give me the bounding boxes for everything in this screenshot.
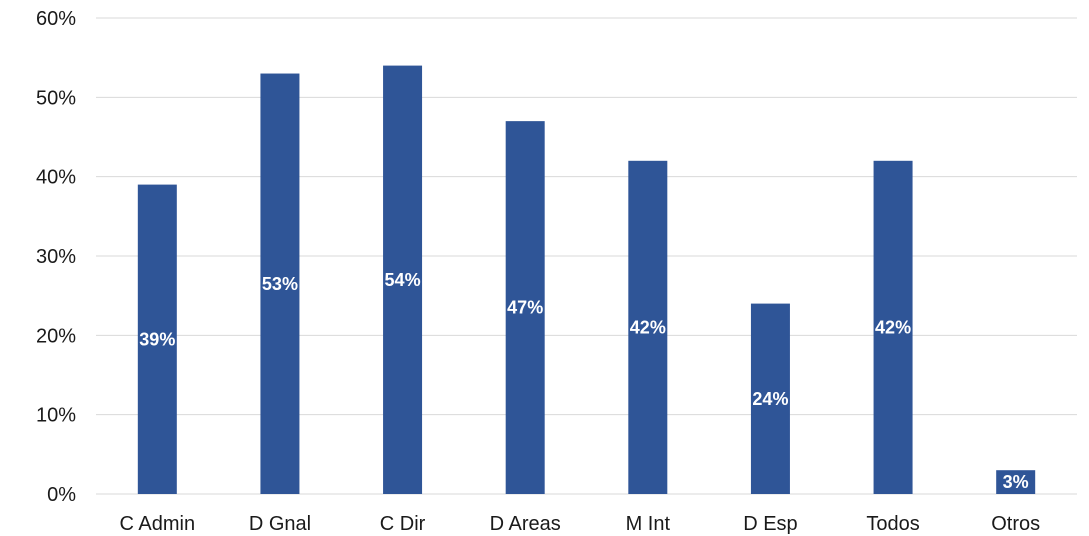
x-category-label: C Admin: [120, 513, 196, 535]
x-axis-categories: C Admin D Gnal C Dir D Areas M Int D Esp Todos…: [120, 513, 1041, 535]
y-tick-label: 60%: [36, 8, 76, 30]
bar-c-dir: [383, 65, 423, 494]
bar-otros: [996, 470, 1036, 494]
y-tick-label: 20%: [36, 325, 76, 347]
bars: [137, 65, 1036, 495]
bar-m-int: [628, 160, 668, 495]
data-label: 47%: [507, 298, 543, 318]
bar-d-areas: [505, 121, 545, 494]
data-label: 54%: [385, 270, 421, 290]
data-label: 39%: [139, 329, 175, 349]
data-labels: 39% 53% 54% 47% 42% 24% 42% 3%: [139, 270, 1028, 492]
data-label: 3%: [1003, 472, 1029, 492]
bar-todos: [873, 160, 913, 495]
x-category-label: C Dir: [380, 513, 426, 535]
bar-d-gnal: [260, 73, 300, 495]
x-category-label: Todos: [866, 513, 919, 535]
bar-d-esp: [750, 303, 790, 494]
y-axis-ticks: 0% 10% 20% 30% 40% 50% 60%: [36, 8, 76, 506]
x-category-label: D Areas: [490, 513, 561, 535]
data-label: 42%: [630, 317, 666, 337]
bar-c-admin: [137, 184, 177, 494]
x-category-label: D Gnal: [249, 513, 311, 535]
y-tick-label: 40%: [36, 167, 76, 189]
x-category-label: Otros: [991, 513, 1040, 535]
data-label: 53%: [262, 274, 298, 294]
gridlines: [96, 17, 1077, 495]
y-tick-label: 10%: [36, 405, 76, 427]
y-tick-label: 0%: [47, 484, 76, 506]
data-label: 24%: [752, 389, 788, 409]
y-tick-label: 30%: [36, 246, 76, 268]
x-category-label: M Int: [626, 513, 671, 535]
y-tick-label: 50%: [36, 87, 76, 109]
x-category-label: D Esp: [743, 513, 797, 535]
data-label: 42%: [875, 317, 911, 337]
